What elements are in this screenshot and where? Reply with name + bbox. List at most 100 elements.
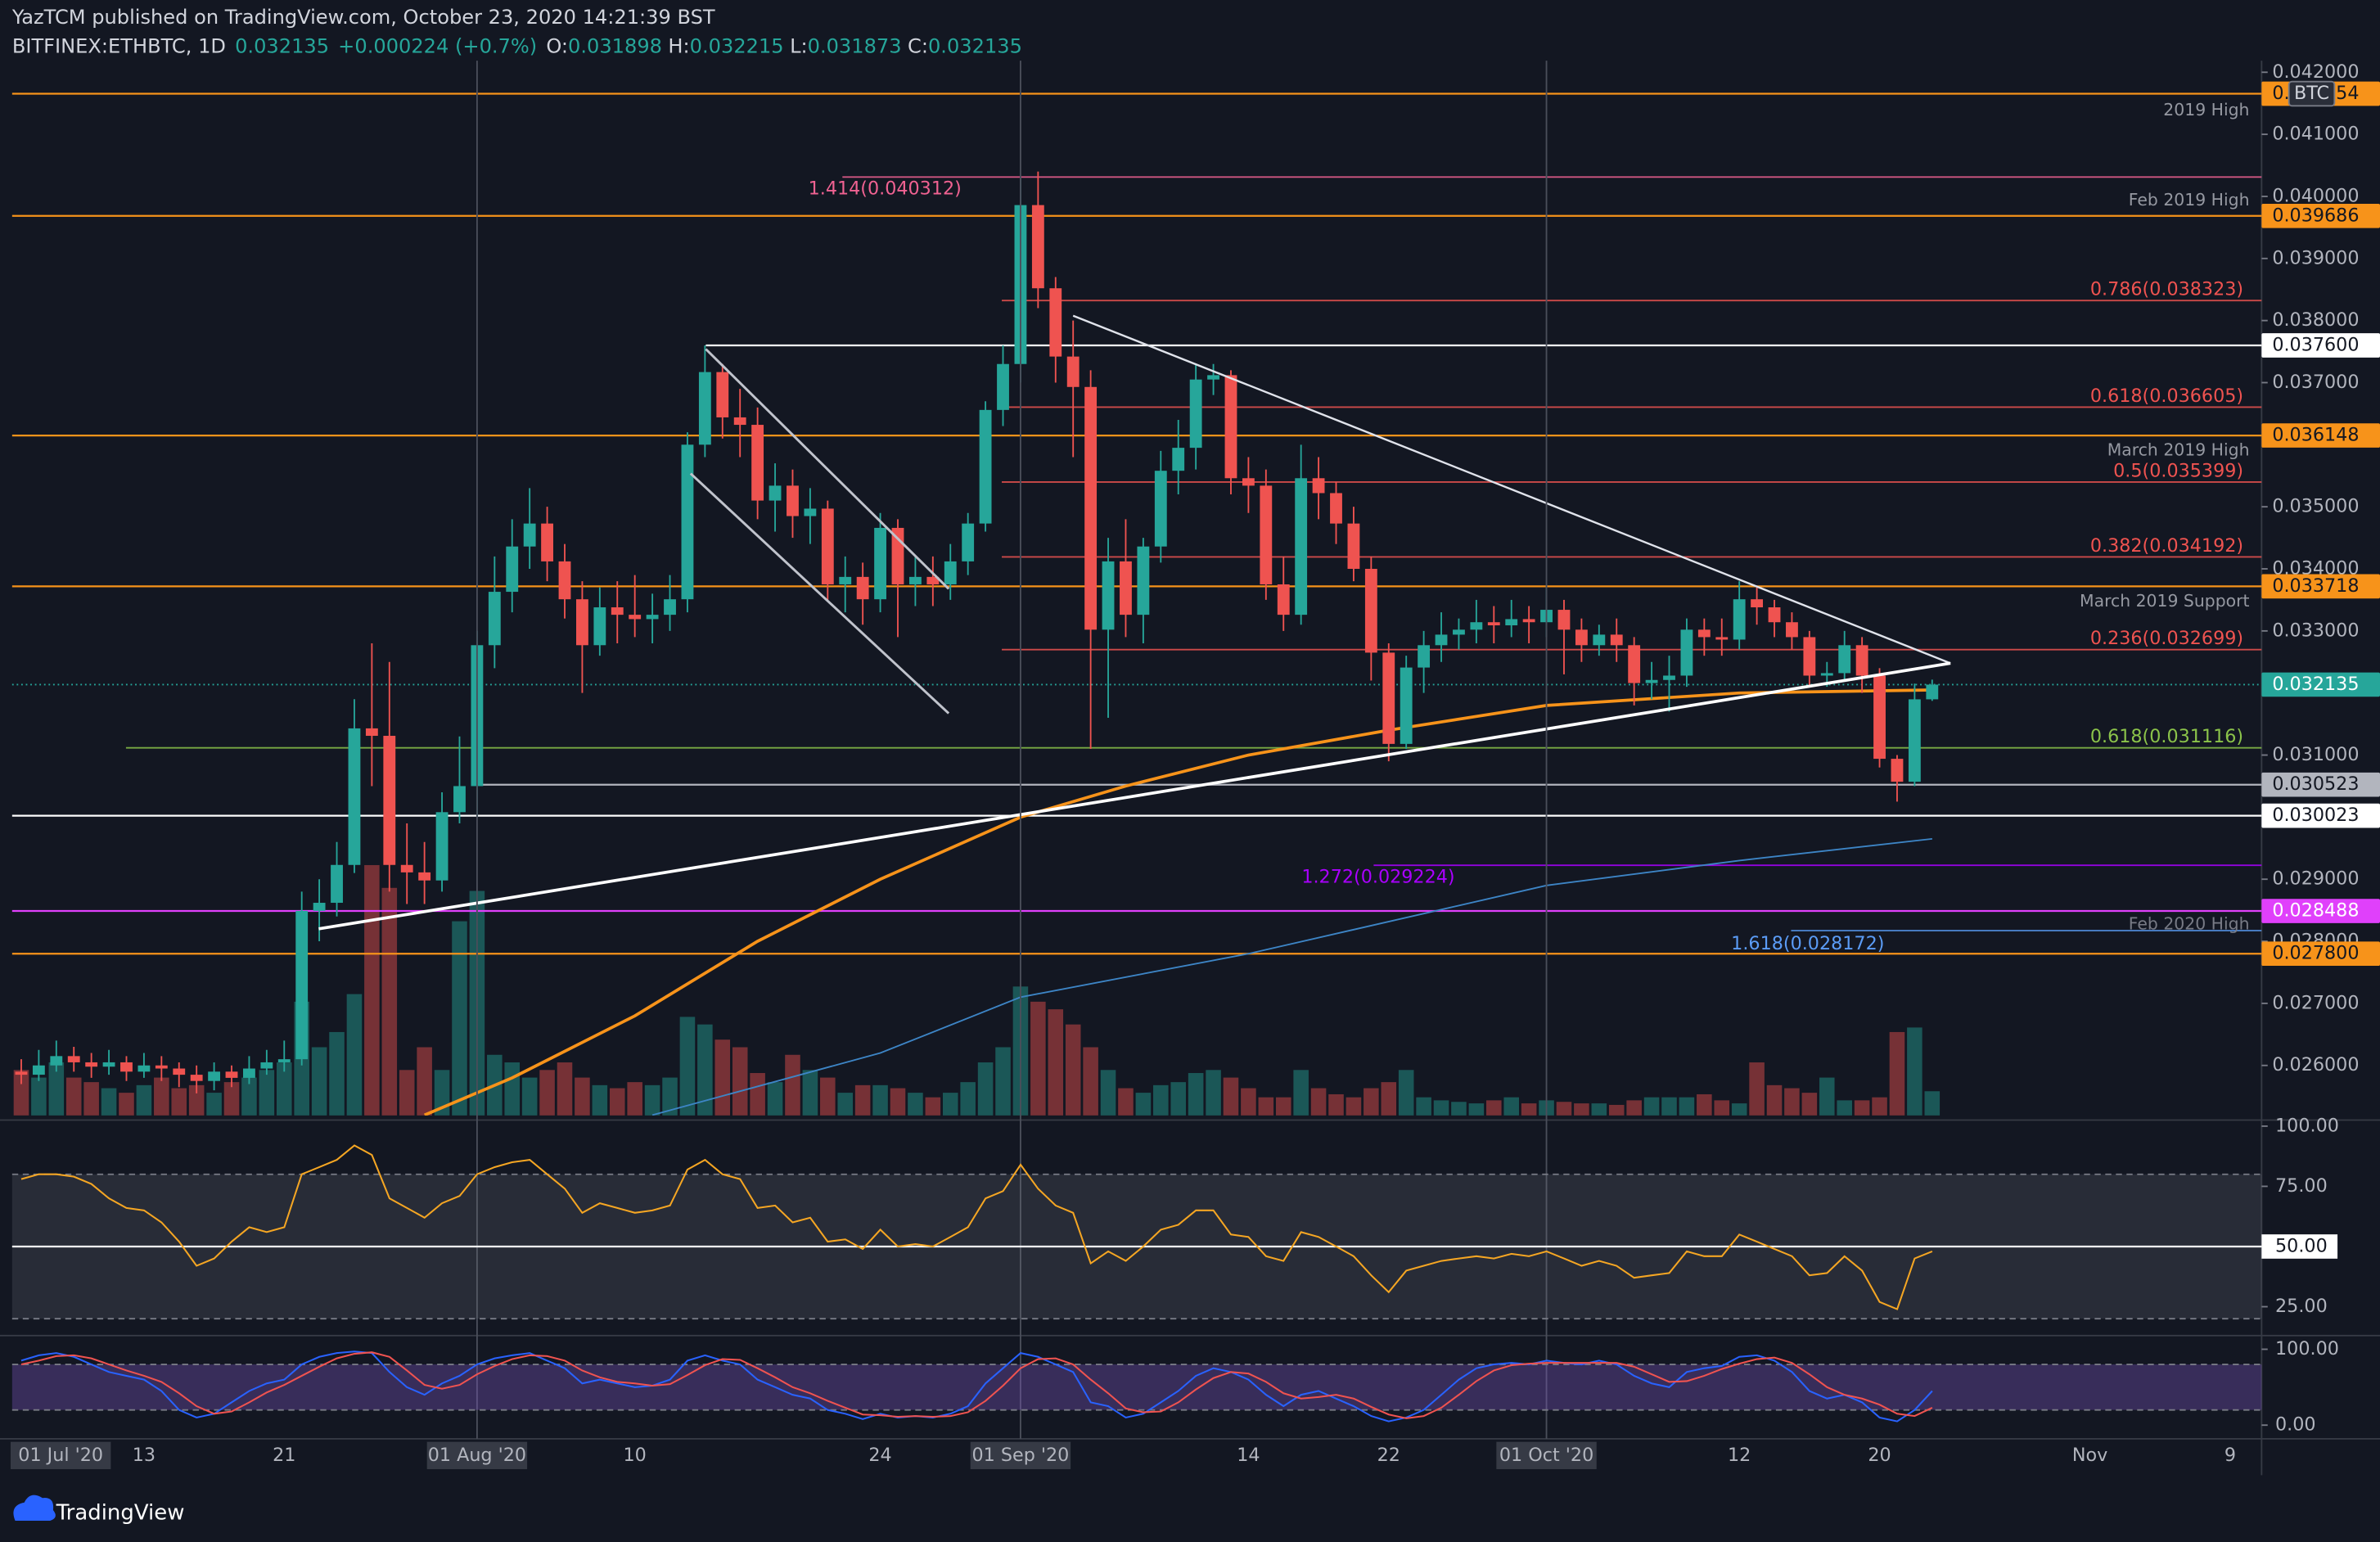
oscillator-line <box>20 1351 1933 1419</box>
volume-bar <box>101 1088 117 1116</box>
candle-body <box>1873 675 1886 760</box>
volume-bar <box>1241 1088 1256 1116</box>
price-badge <box>2261 574 2380 599</box>
candle-body <box>1120 561 1132 615</box>
volume-bar <box>1591 1103 1607 1116</box>
price-badge <box>2261 672 2380 697</box>
volume-bar <box>1083 1047 1098 1116</box>
level-text: Feb 2019 High <box>2129 190 2250 210</box>
candle-body <box>1768 607 1781 623</box>
o-label: O: <box>546 34 568 57</box>
volume-bar <box>697 1024 713 1116</box>
y-tick-label: 0.029000 <box>2272 868 2359 890</box>
candle-body <box>698 372 711 445</box>
x-tick-label: 01 Aug '20 <box>428 1445 526 1466</box>
volume-bar <box>1608 1104 1625 1116</box>
candle-body <box>277 1059 291 1062</box>
volume-bar <box>1766 1084 1783 1116</box>
volume-bar <box>1346 1097 1362 1116</box>
volume-bar <box>925 1097 941 1116</box>
volume-bar <box>1731 1103 1747 1116</box>
fib-label: 1.414(0.040312) <box>809 178 962 200</box>
oscillator-line <box>20 1350 1933 1423</box>
candle-body <box>1172 448 1185 471</box>
fib-label: 0.382(0.034192) <box>2090 535 2243 557</box>
candle-body <box>716 372 729 417</box>
candle-body <box>102 1062 115 1067</box>
volume-bar <box>31 1077 47 1116</box>
candle-body <box>1610 634 1623 646</box>
triangle-line <box>318 661 1951 931</box>
trendlines <box>318 314 1951 931</box>
price-badge <box>2261 941 2380 967</box>
y-tick-label: 0.042000 <box>2272 61 2359 83</box>
volume-bar <box>785 1054 800 1116</box>
symbol-line: BITFINEX:ETHBTC, 1D 0.032135 +0.000224 (+0… <box>12 34 1022 57</box>
fib-label: 1.272(0.029224) <box>1301 867 1454 888</box>
candle-body <box>120 1062 133 1072</box>
price-badge-label: 0.030023 <box>2272 805 2359 826</box>
x-tick-label: 12 <box>1728 1445 1751 1466</box>
volume-bar <box>13 1070 29 1116</box>
volume-bar <box>241 1077 257 1116</box>
x-tick-box <box>10 1441 111 1469</box>
candle-body <box>225 1071 238 1078</box>
candle-body <box>821 508 834 584</box>
c-label: C: <box>908 34 928 57</box>
y-tick-label: 100.00 <box>2275 1338 2339 1359</box>
candle-body <box>1645 679 1658 683</box>
candle-body <box>1154 471 1167 547</box>
x-tick-box <box>1496 1441 1597 1469</box>
candle-body <box>1049 288 1062 357</box>
candle-body <box>1312 478 1325 494</box>
candle-body <box>908 576 922 584</box>
channel-line <box>689 472 950 715</box>
volume-bar <box>802 1070 818 1116</box>
volume-bar <box>1118 1088 1134 1116</box>
x-tick-label: 14 <box>1237 1445 1260 1466</box>
candle-body <box>1803 637 1816 676</box>
volume-bar <box>767 1082 783 1116</box>
price-badge-label: 0.028488 <box>2272 900 2359 922</box>
moving-average <box>651 837 1932 1116</box>
price-badge-label: 0.030523 <box>2272 773 2359 795</box>
candle-body <box>313 903 326 911</box>
oscillator-line <box>20 1144 1933 1310</box>
volume-bar <box>539 1070 555 1116</box>
volume-bar <box>750 1073 765 1116</box>
volume-bar <box>1889 1031 1905 1116</box>
candle-body <box>1277 584 1290 615</box>
candle-body <box>453 786 466 813</box>
volume-bar <box>48 1062 65 1116</box>
candle-body <box>1260 485 1273 584</box>
candle-body <box>365 728 378 737</box>
moving-average <box>424 688 1932 1116</box>
candle-body <box>1786 622 1798 638</box>
candle-body <box>997 363 1009 410</box>
volume-bar <box>1065 1024 1081 1116</box>
y-tick-label: 0.035000 <box>2272 496 2359 517</box>
level-text: March 2019 Support <box>2080 591 2249 611</box>
y-tick-label: 0.027000 <box>2272 992 2359 1013</box>
candle-body <box>1435 634 1448 646</box>
volume-bar <box>364 864 380 1116</box>
band <box>11 1364 2262 1410</box>
volume-bar <box>1784 1088 1800 1116</box>
level-text: March 2019 High <box>2107 440 2250 460</box>
volume-bar <box>1907 1027 1922 1116</box>
volume-bar <box>1643 1097 1660 1116</box>
candle-body <box>155 1065 168 1069</box>
volume-bar <box>627 1082 642 1116</box>
fib-label: 0.786(0.038323) <box>2090 279 2243 300</box>
volume-bar <box>1626 1100 1642 1116</box>
candle-body <box>611 607 624 615</box>
volume-bar <box>1661 1097 1677 1116</box>
level-text: 2019 High <box>2163 100 2249 119</box>
candle-body <box>629 615 642 620</box>
candle-body <box>173 1068 186 1075</box>
volume-bar <box>1433 1100 1449 1116</box>
x-tick-label: Nov <box>2072 1445 2107 1466</box>
volume-bar <box>1521 1103 1537 1116</box>
candle-body <box>1137 546 1150 615</box>
candle-body <box>1364 569 1377 653</box>
